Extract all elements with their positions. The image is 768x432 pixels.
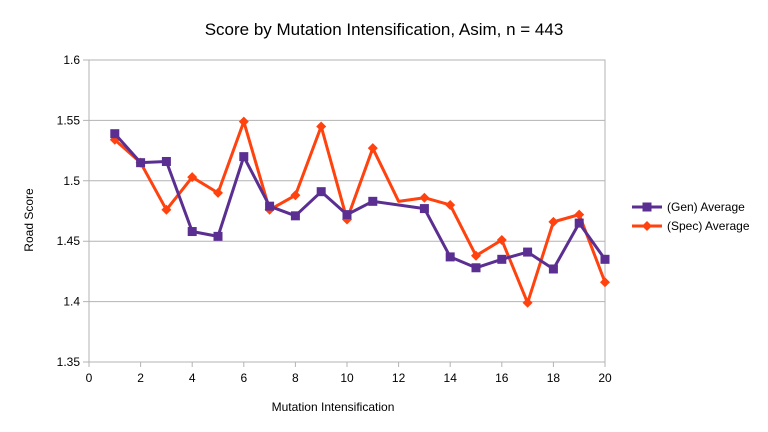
legend: (Gen) Average (Spec) Average — [632, 200, 750, 233]
data-point — [471, 263, 481, 273]
series-gen-average — [110, 129, 610, 274]
data-point — [110, 129, 120, 139]
y-tick-label: 1.45 — [57, 234, 81, 248]
data-point — [471, 250, 481, 261]
data-point — [213, 187, 223, 198]
x-tick-label: 10 — [340, 371, 354, 385]
series-line — [113, 120, 607, 305]
x-axis: 0 2 4 6 8 10 12 14 16 18 20 — [86, 362, 612, 385]
legend-label: (Spec) Average — [667, 219, 750, 233]
data-point — [445, 252, 455, 262]
data-point — [161, 156, 171, 166]
data-point — [265, 201, 275, 211]
data-point — [316, 187, 326, 197]
x-tick-label: 6 — [240, 371, 247, 385]
data-point — [600, 254, 610, 264]
data-point — [367, 143, 378, 154]
x-axis-title: Mutation Intensification — [272, 400, 395, 414]
y-tick-label: 1.55 — [57, 113, 81, 127]
legend-label: (Gen) Average — [667, 200, 745, 214]
data-point — [522, 297, 533, 308]
x-tick-label: 12 — [392, 371, 406, 385]
x-tick-label: 16 — [495, 371, 509, 385]
y-axis-title: Road Score — [22, 188, 36, 252]
y-tick-label: 1.6 — [63, 53, 80, 67]
data-point — [136, 158, 146, 168]
data-point — [574, 209, 585, 220]
data-point — [187, 227, 197, 237]
data-point — [419, 192, 430, 203]
data-point — [574, 218, 584, 228]
data-point — [497, 254, 507, 264]
data-point — [548, 216, 559, 227]
x-tick-label: 8 — [292, 371, 299, 385]
chart-title: Score by Mutation Intensification, Asim,… — [205, 20, 564, 39]
x-tick-label: 20 — [598, 371, 612, 385]
x-tick-label: 14 — [444, 371, 458, 385]
data-point — [445, 199, 456, 210]
y-tick-label: 1.5 — [63, 174, 80, 188]
data-point — [290, 190, 301, 201]
y-tick-label: 1.4 — [63, 295, 80, 309]
x-tick-label: 0 — [86, 371, 93, 385]
data-point — [419, 204, 429, 214]
data-point — [342, 210, 352, 220]
data-point — [316, 121, 327, 132]
x-tick-label: 4 — [189, 371, 196, 385]
series-layer — [109, 116, 610, 308]
data-point — [187, 172, 198, 183]
data-point — [161, 204, 172, 215]
legend-marker — [642, 202, 652, 212]
y-tick-label: 1.35 — [57, 355, 81, 369]
x-tick-label: 18 — [547, 371, 561, 385]
data-point — [213, 231, 223, 241]
data-point — [239, 152, 249, 162]
data-point — [600, 277, 610, 288]
data-point — [496, 234, 507, 245]
data-point — [548, 264, 558, 274]
legend-item: (Spec) Average — [632, 219, 750, 233]
series-spec-average — [109, 116, 610, 308]
data-point — [290, 211, 300, 221]
data-point — [523, 247, 533, 257]
data-point — [368, 196, 378, 206]
legend-item: (Gen) Average — [632, 200, 745, 214]
legend-marker — [642, 221, 652, 231]
y-axis: 1.35 1.4 1.45 1.5 1.55 1.6 — [57, 53, 81, 369]
x-tick-label: 2 — [137, 371, 144, 385]
data-point — [238, 116, 249, 127]
